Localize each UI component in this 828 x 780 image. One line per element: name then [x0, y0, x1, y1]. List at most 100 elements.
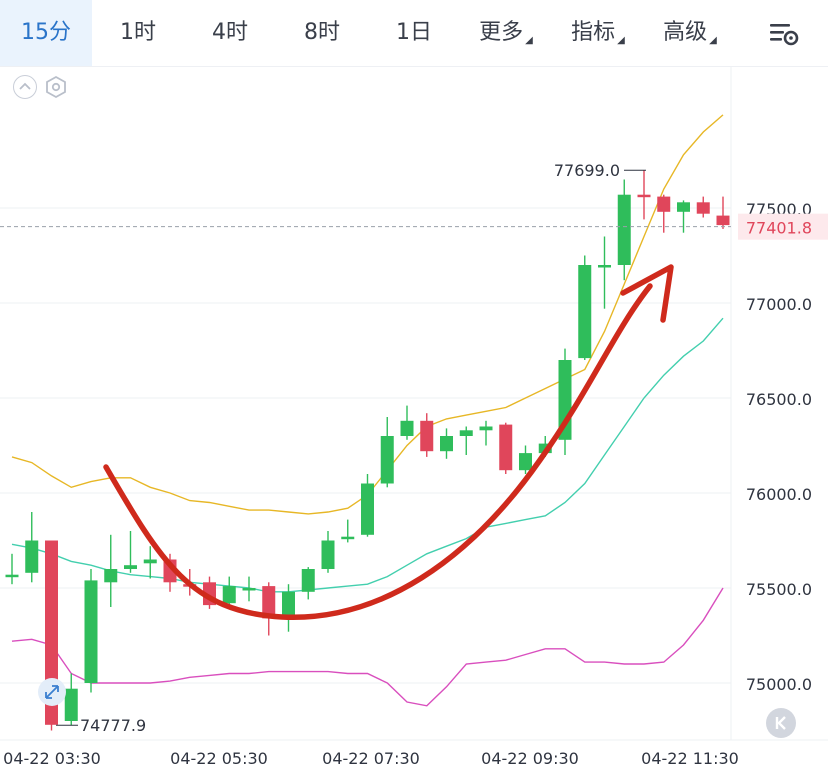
bollinger-lower-line: [11, 587, 724, 707]
candle: [124, 531, 137, 573]
tab-indicators[interactable]: 指标 ◢: [571, 20, 625, 46]
candle-body: [598, 265, 611, 268]
candle-body: [341, 536, 355, 540]
y-tick-label: 75000.0: [746, 675, 812, 694]
dropdown-triangle-icon: ◢: [525, 35, 533, 46]
candle: [420, 413, 434, 457]
candle-body: [578, 265, 592, 359]
candle: [84, 569, 98, 693]
candle: [677, 200, 690, 233]
candle: [361, 474, 374, 537]
candle: [696, 196, 710, 218]
candle-body: [84, 580, 98, 683]
candle-body: [716, 215, 730, 226]
candle-body: [124, 565, 137, 569]
candle-body: [420, 420, 434, 452]
candle: [341, 519, 355, 543]
candle-body: [440, 436, 453, 452]
x-tick-label: 04-22 07:30: [322, 749, 420, 768]
candle: [657, 194, 671, 233]
candle: [380, 417, 394, 488]
dropdown-triangle-icon: ◢: [617, 35, 625, 46]
y-tick-label: 75500.0: [746, 580, 812, 599]
dropdown-triangle-icon: ◢: [709, 35, 717, 46]
bollinger-middle-line: [11, 317, 724, 593]
candle: [440, 428, 453, 459]
candle: [617, 179, 631, 281]
candle-body: [143, 559, 157, 564]
candle-body: [242, 588, 256, 591]
tab-1h[interactable]: 1时: [120, 20, 156, 45]
candle: [64, 673, 78, 726]
candle: [519, 445, 532, 474]
candle: [222, 576, 236, 607]
timeframe-toolbar: 15分 1时 4时 8时 1日 更多 ◢ 指标 ◢ 高级 ◢: [0, 0, 828, 67]
candle-body: [25, 540, 39, 573]
candle-body: [617, 194, 631, 265]
current-price-label: 77401.8: [746, 219, 812, 238]
candle: [479, 420, 493, 446]
x-tick-label: 04-22 11:30: [641, 749, 739, 768]
tab-4h[interactable]: 4时: [212, 20, 248, 45]
candle: [242, 576, 256, 602]
candle: [104, 534, 118, 607]
candle-body: [5, 574, 19, 578]
candle-body: [499, 424, 513, 471]
tab-more[interactable]: 更多 ◢: [479, 20, 533, 46]
candle-body: [361, 483, 374, 535]
hand-drawn-arrowhead: [620, 264, 674, 323]
candle-body: [222, 586, 236, 604]
y-tick-label: 76000.0: [746, 485, 812, 504]
candle-body: [400, 420, 414, 436]
candle-body: [657, 196, 671, 212]
candle-body: [282, 591, 295, 617]
candle: [321, 531, 335, 573]
candle-body: [637, 194, 651, 198]
chart-svg: 77500.077000.076500.076000.075500.075000…: [0, 66, 828, 768]
candle-body: [64, 688, 78, 721]
candle-body: [104, 569, 118, 583]
candle: [558, 348, 572, 455]
hand-drawn-arrow: [103, 283, 653, 620]
y-tick-label: 77000.0: [746, 295, 812, 314]
candle: [25, 512, 39, 583]
low-price-label: 74777.9: [80, 716, 146, 735]
high-price-label: 77699.0: [554, 161, 620, 180]
x-tick-label: 04-22 09:30: [481, 749, 579, 768]
hexagon-settings-icon[interactable]: [44, 75, 66, 99]
candle-body: [380, 436, 394, 484]
x-tick-label: 04-22 03:30: [3, 749, 101, 768]
candle: [282, 584, 295, 632]
tab-8h[interactable]: 8时: [304, 20, 340, 45]
candle: [459, 426, 473, 455]
tab-15m[interactable]: 15分: [0, 0, 92, 66]
scroll-to-latest-icon[interactable]: [766, 708, 796, 738]
candle: [5, 553, 19, 585]
candle-body: [479, 426, 493, 431]
candle-body: [301, 569, 315, 592]
candle: [400, 405, 414, 440]
candle-body: [677, 202, 690, 212]
tab-advanced[interactable]: 高级 ◢: [663, 20, 717, 46]
candle: [143, 546, 157, 579]
draw-tool-icon[interactable]: [38, 678, 66, 706]
candle: [301, 567, 315, 600]
current-price-tag: [738, 213, 828, 240]
candlestick-chart[interactable]: 77500.0 77000.0 76500.0 76000.0 75500.0 75000…: [0, 66, 828, 776]
x-tick-label: 04-22 05:30: [170, 749, 268, 768]
y-tick-label: 76500.0: [746, 390, 812, 409]
tab-1d[interactable]: 1日: [396, 20, 432, 45]
candle: [262, 582, 276, 636]
candle: [578, 255, 592, 360]
candle-body: [262, 586, 276, 619]
candle: [637, 170, 651, 220]
candle: [598, 236, 611, 309]
candle-body: [321, 540, 335, 569]
collapse-up-icon[interactable]: [13, 75, 37, 99]
chart-settings-icon[interactable]: [768, 18, 800, 48]
candle: [716, 196, 730, 229]
candle: [499, 422, 513, 474]
candle-body: [696, 202, 710, 214]
candle-body: [459, 430, 473, 436]
candle-body: [519, 453, 532, 471]
